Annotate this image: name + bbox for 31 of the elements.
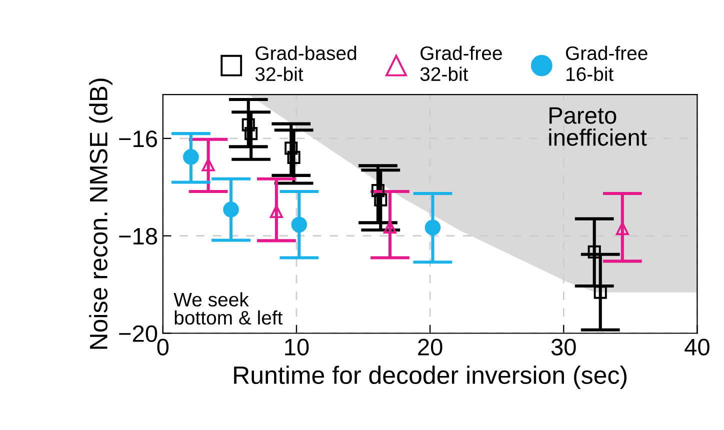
point <box>594 286 607 299</box>
point <box>284 142 298 155</box>
point <box>242 118 255 132</box>
point <box>244 127 258 140</box>
point <box>374 193 388 206</box>
point <box>588 245 601 258</box>
y-tick-label: −20 <box>119 325 158 342</box>
point <box>424 220 441 236</box>
x-tick-label: 0 <box>157 338 169 356</box>
legend-label: Grad-based 32-bit <box>255 46 356 82</box>
point <box>287 150 300 164</box>
x-tick-label: 30 <box>551 338 576 356</box>
point <box>183 149 199 165</box>
y-tick-label: −16 <box>119 130 157 148</box>
x-tick-label: 40 <box>684 338 710 356</box>
y-axis-title: Noise recon. NMSE (dB) <box>89 78 112 349</box>
y-tick-label: −18 <box>119 228 158 245</box>
point <box>616 222 629 236</box>
legend-label: Grad-free 16-bit <box>566 46 648 82</box>
point <box>291 216 308 233</box>
annotation: We seek bottom & left <box>174 292 283 325</box>
legend-label: Grad-free 32-bit <box>420 46 502 82</box>
x-tick-label: 20 <box>418 338 442 356</box>
x-axis-title: Runtime for decoder inversion (sec) <box>234 366 627 389</box>
point <box>270 204 283 218</box>
point <box>202 158 215 172</box>
point <box>383 220 397 234</box>
point <box>371 184 384 198</box>
x-tick-label: 10 <box>285 338 309 356</box>
point <box>223 202 239 218</box>
annotation: Pareto inefficient <box>549 107 647 146</box>
